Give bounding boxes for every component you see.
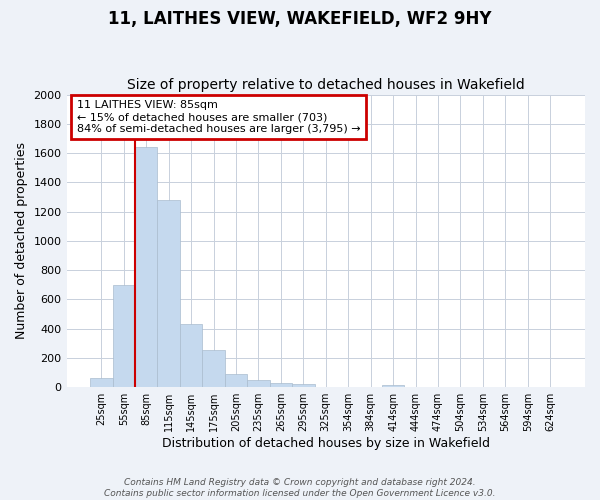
- Title: Size of property relative to detached houses in Wakefield: Size of property relative to detached ho…: [127, 78, 524, 92]
- Bar: [135, 147, 157, 387]
- Text: 11, LAITHES VIEW, WAKEFIELD, WF2 9HY: 11, LAITHES VIEW, WAKEFIELD, WF2 9HY: [108, 10, 492, 28]
- Bar: [225, 374, 247, 387]
- Text: Contains HM Land Registry data © Crown copyright and database right 2024.
Contai: Contains HM Land Registry data © Crown c…: [104, 478, 496, 498]
- Y-axis label: Number of detached properties: Number of detached properties: [15, 142, 28, 340]
- Bar: [247, 380, 269, 387]
- Bar: [269, 383, 292, 387]
- Bar: [292, 384, 314, 387]
- Bar: [180, 324, 202, 387]
- X-axis label: Distribution of detached houses by size in Wakefield: Distribution of detached houses by size …: [162, 437, 490, 450]
- Bar: [90, 378, 113, 387]
- Bar: [382, 385, 404, 387]
- Bar: [157, 200, 180, 387]
- Bar: [113, 285, 135, 387]
- Text: 11 LAITHES VIEW: 85sqm
← 15% of detached houses are smaller (703)
84% of semi-de: 11 LAITHES VIEW: 85sqm ← 15% of detached…: [77, 100, 361, 134]
- Bar: [202, 350, 225, 387]
